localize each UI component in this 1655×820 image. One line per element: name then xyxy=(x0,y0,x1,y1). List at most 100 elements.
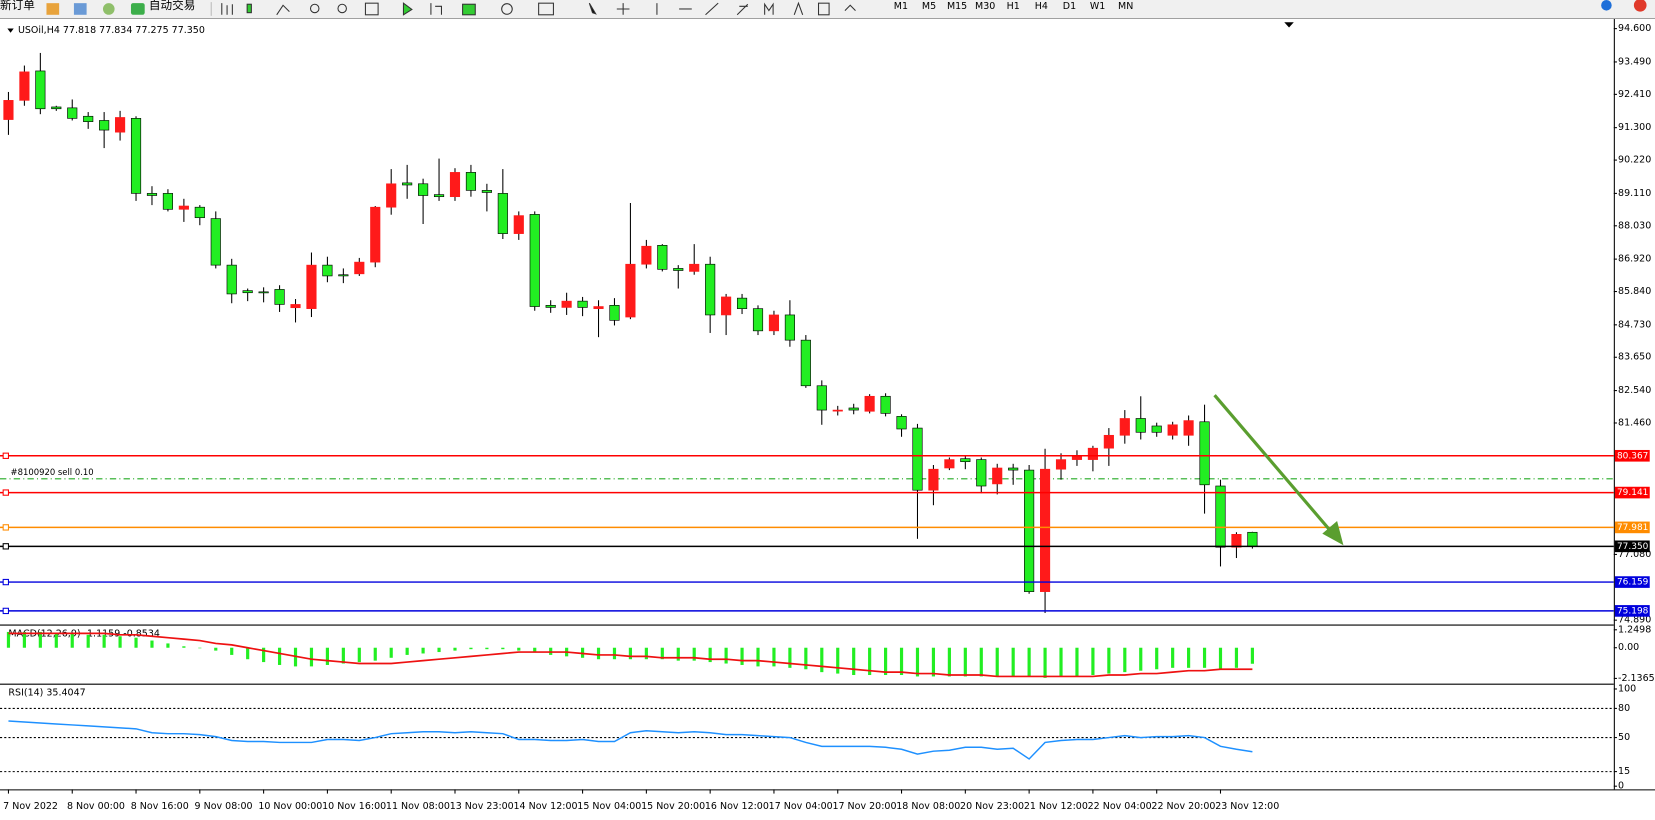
text-icon[interactable] xyxy=(793,1,804,15)
macd-bar xyxy=(788,647,792,668)
toolbar-icons[interactable] xyxy=(221,1,856,16)
bar-chart-icon[interactable] xyxy=(221,3,233,15)
notification-icon[interactable] xyxy=(1633,0,1647,12)
candle-body xyxy=(35,70,46,110)
candle-body xyxy=(194,206,205,219)
x-tick-label: 13 Nov 23:00 xyxy=(450,801,514,812)
candle-body xyxy=(433,194,445,198)
timeframe-button[interactable]: W1 xyxy=(1090,1,1105,12)
candle-body xyxy=(960,458,971,463)
fibo-icon[interactable] xyxy=(764,2,774,15)
price-level-tag xyxy=(1614,605,1650,617)
candle-body xyxy=(386,183,397,208)
toolbar-icon[interactable] xyxy=(73,3,87,15)
y-tick-label: -2.1365 xyxy=(1618,673,1655,684)
candle-icon[interactable] xyxy=(246,3,252,14)
macd-bar xyxy=(915,647,920,677)
candle-body xyxy=(130,118,142,194)
timeframe-button[interactable]: MN xyxy=(1118,1,1133,12)
y-tick-label: 89.110 xyxy=(1618,188,1651,199)
timeframe-button[interactable]: M5 xyxy=(922,1,936,12)
macd-bar xyxy=(1027,647,1031,677)
macd-bar xyxy=(1171,647,1175,668)
crosshair-icon[interactable] xyxy=(616,3,630,15)
toolbar-icon[interactable] xyxy=(102,3,115,15)
y-tick-label: 90.220 xyxy=(1618,155,1651,166)
candle-body xyxy=(577,300,588,308)
cursor-icon[interactable] xyxy=(588,2,597,15)
zoom-in-icon[interactable] xyxy=(309,3,320,14)
candle-body xyxy=(976,459,987,487)
candle-body xyxy=(354,261,365,275)
autoscroll-icon[interactable] xyxy=(430,3,443,15)
tile-icon[interactable] xyxy=(364,2,379,16)
candle-body xyxy=(210,218,221,266)
y-tick-label: 15 xyxy=(1618,766,1630,777)
toolbar-icon[interactable] xyxy=(130,3,145,15)
x-tick-label: 10 Nov 16:00 xyxy=(322,801,386,812)
timeframe-button[interactable]: M15 xyxy=(947,1,967,12)
x-tick-label: 17 Nov 04:00 xyxy=(769,801,833,812)
level-handle xyxy=(2,489,9,496)
timeframe-button[interactable]: M1 xyxy=(894,1,908,12)
timeframe-button[interactable]: H1 xyxy=(1007,1,1020,12)
timeframe-button[interactable]: D1 xyxy=(1063,1,1076,12)
candle-body xyxy=(832,409,843,412)
templates-icon[interactable] xyxy=(538,2,554,16)
indicators-icon[interactable] xyxy=(462,3,476,16)
level-handle xyxy=(2,543,9,550)
trend-arrow xyxy=(1213,394,1335,535)
candle-body xyxy=(1215,485,1226,548)
toolbar-icon[interactable] xyxy=(46,3,60,15)
macd-bar xyxy=(756,647,760,667)
zoom-out-icon[interactable] xyxy=(337,3,347,14)
candle-body xyxy=(481,190,492,193)
candle-body xyxy=(1024,469,1035,592)
macd-bar xyxy=(628,647,633,660)
macd-bar xyxy=(995,647,999,677)
level-handle xyxy=(2,607,9,615)
macd-bar xyxy=(453,647,457,651)
shift-icon[interactable] xyxy=(402,2,413,16)
macd-bar xyxy=(947,647,951,677)
macd-bar xyxy=(38,631,42,648)
macd-bar xyxy=(485,647,489,650)
channel-icon[interactable] xyxy=(736,3,749,16)
new-order-button[interactable]: 新订单 xyxy=(0,0,35,12)
timeframe-button[interactable]: H4 xyxy=(1035,1,1048,12)
x-tick-label: 21 Nov 12:00 xyxy=(1024,801,1088,812)
arrows-icon[interactable] xyxy=(844,4,856,11)
macd-bar xyxy=(1139,647,1143,671)
x-tick-label: 14 Nov 12:00 xyxy=(514,801,578,812)
candle-body xyxy=(912,427,923,491)
candle-body xyxy=(497,193,508,234)
auto-trade-button[interactable]: 自动交易 xyxy=(149,0,195,12)
trendline-icon[interactable] xyxy=(705,2,719,16)
macd-bar xyxy=(1043,647,1047,678)
macd-bar xyxy=(262,647,266,663)
macd-bar xyxy=(533,647,537,653)
macd-bar xyxy=(325,647,329,665)
symbol-menu-arrow[interactable] xyxy=(7,28,14,33)
candle-body xyxy=(896,416,907,430)
y-tick-label: 86.920 xyxy=(1618,254,1651,265)
candle-body xyxy=(1231,534,1242,548)
candle-body xyxy=(800,339,811,387)
x-tick-label: 7 Nov 2022 xyxy=(3,801,58,812)
period-icon[interactable] xyxy=(501,3,513,15)
search-icon[interactable] xyxy=(1601,0,1612,11)
y-tick-label: 80 xyxy=(1618,703,1630,714)
price-level-tag xyxy=(1614,576,1650,588)
candle-body xyxy=(1183,420,1194,436)
x-tick-label: 9 Nov 08:00 xyxy=(195,801,253,812)
macd-bar xyxy=(214,647,218,651)
macd-bar xyxy=(54,633,58,648)
timeframe-button[interactable]: M30 xyxy=(975,1,995,12)
rsi-header: RSI(14) 35.4047 xyxy=(8,688,85,699)
price-level-tag xyxy=(1614,449,1650,462)
label-icon[interactable] xyxy=(817,2,830,16)
candle-body xyxy=(545,305,556,308)
line-chart-icon[interactable] xyxy=(276,4,290,16)
macd-bar xyxy=(1202,647,1207,668)
macd-bar xyxy=(1155,647,1159,670)
